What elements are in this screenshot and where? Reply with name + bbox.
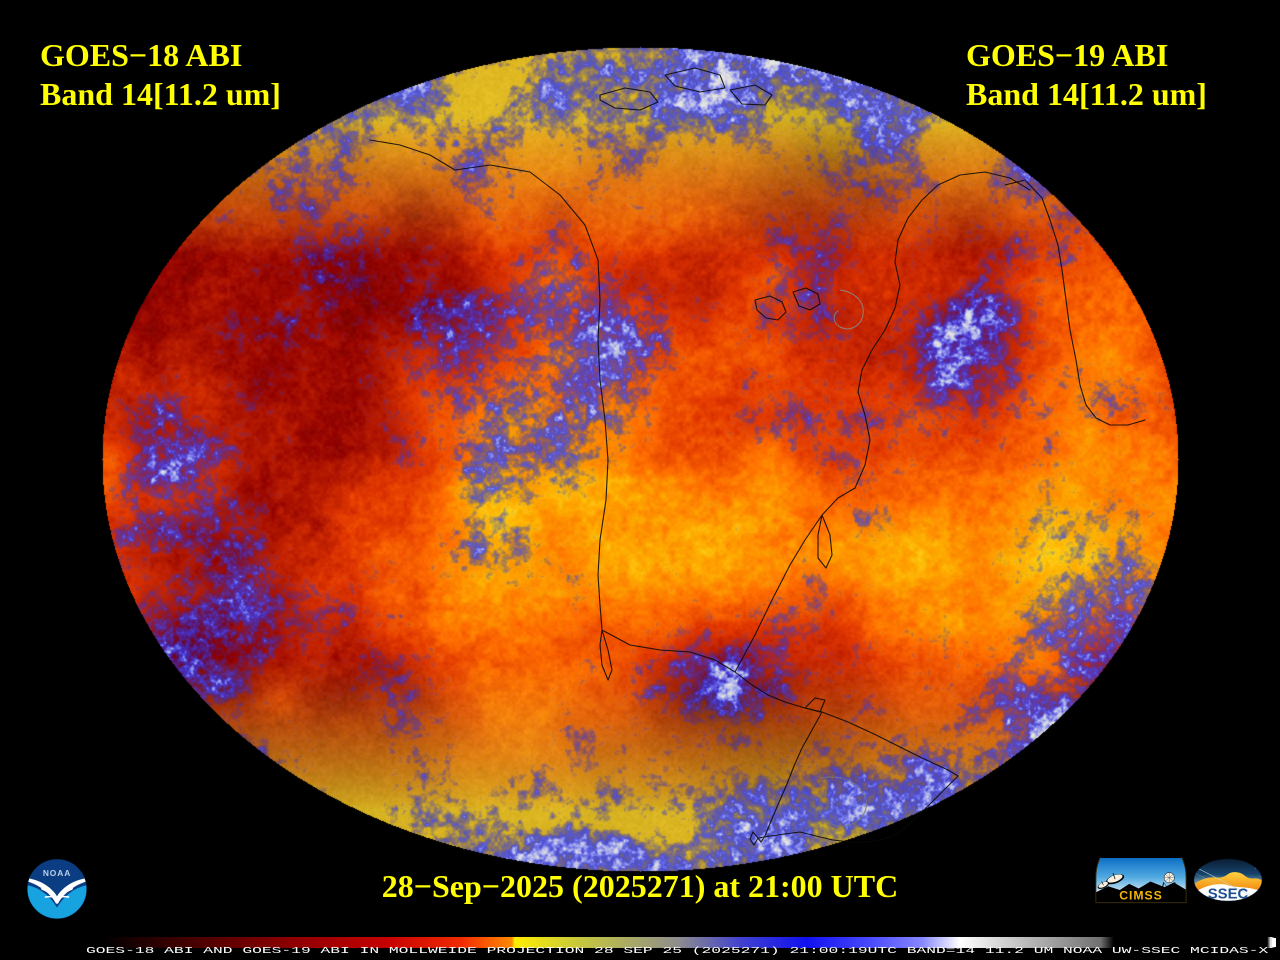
svg-text:CIMSS: CIMSS [1119,888,1162,902]
svg-text:SSEC: SSEC [1208,887,1249,903]
svg-text:NOAA: NOAA [43,868,71,878]
